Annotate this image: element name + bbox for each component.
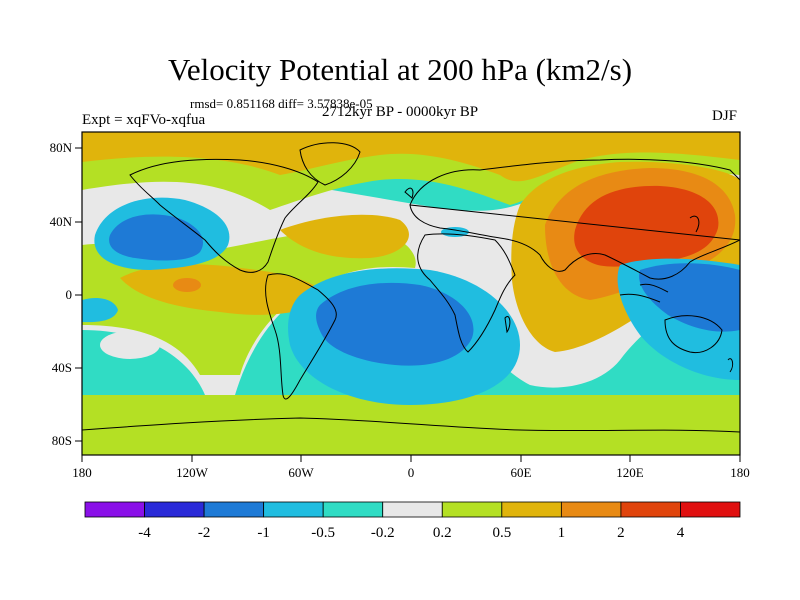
colorbar-swatch xyxy=(441,501,503,518)
lon-label-60e: 60E xyxy=(511,465,532,480)
axis-ticks xyxy=(75,147,741,462)
field-band-orange-arctic xyxy=(82,132,740,182)
colorbar-label: -1 xyxy=(257,525,270,541)
colorbar: -4 -2 -1 -0.5 -0.2 0.2 0.5 1 2 4 xyxy=(84,501,741,541)
lat-label-80n: 80N xyxy=(50,140,73,155)
colorbar-swatch xyxy=(620,501,681,518)
lon-label-120e: 120E xyxy=(616,465,644,480)
colorbar-label: 1 xyxy=(558,525,566,541)
colorbar-label: -0.5 xyxy=(311,525,335,541)
colorbar-swatch xyxy=(84,501,145,518)
colorbar-label: -4 xyxy=(138,525,151,541)
colorbar-label: -0.2 xyxy=(371,525,395,541)
season-label: DJF xyxy=(712,108,738,124)
colorbar-swatch xyxy=(144,501,205,518)
lon-label-120w: 120W xyxy=(176,465,209,480)
field-band-blue-northpacific xyxy=(109,214,204,261)
stats-line: rmsd= 0.851168 diff= 3.57838e-05 xyxy=(190,96,373,111)
coastlines xyxy=(82,142,740,433)
experiment-label: Expt = xqFVo-xqfua xyxy=(82,112,206,128)
colorbar-swatch xyxy=(560,501,622,518)
lon-label-180w: 180 xyxy=(72,465,92,480)
lat-label-eq: 0 xyxy=(66,287,73,302)
colorbar-swatch xyxy=(203,501,265,518)
lon-label-0: 0 xyxy=(408,465,415,480)
field-band-redorange-core xyxy=(574,185,719,267)
plot-title: Velocity Potential at 200 hPa (km2/s) xyxy=(167,52,633,87)
colorbar-label: 0.2 xyxy=(433,525,452,541)
field-band-orange-eastpacific xyxy=(120,264,330,315)
colorbar-label: 4 xyxy=(677,525,685,541)
colorbar-label: -2 xyxy=(198,525,211,541)
lat-label-40s: 40S xyxy=(52,360,72,375)
lon-label-180e: 180 xyxy=(730,465,750,480)
colorbar-swatch xyxy=(263,501,324,518)
field-band-cyan-dateline xyxy=(82,298,118,323)
colorbar-swatch xyxy=(501,501,562,518)
lat-label-80s: 80S xyxy=(52,433,72,448)
colorbar-swatch xyxy=(382,501,443,518)
field-band-blue-southatlantic xyxy=(316,282,474,366)
colorbar-swatch xyxy=(322,501,384,518)
field-band-darkorange-eastpacific xyxy=(173,278,201,292)
velocity-potential-field xyxy=(82,132,740,455)
colorbar-label: 2 xyxy=(617,525,625,541)
period-label: 2712kyr BP - 0000kyr BP xyxy=(322,104,479,120)
colorbar-label: 0.5 xyxy=(492,525,511,541)
lon-label-60w: 60W xyxy=(288,465,314,480)
field-band-orange-atlantic xyxy=(280,214,409,259)
colorbar-swatch xyxy=(680,501,741,518)
field-band-neutral-pacific xyxy=(100,331,160,359)
field-band-blue-westpacific xyxy=(639,263,740,332)
field-band-yellowgreen-south xyxy=(82,395,740,455)
lat-label-40n: 40N xyxy=(50,214,73,229)
